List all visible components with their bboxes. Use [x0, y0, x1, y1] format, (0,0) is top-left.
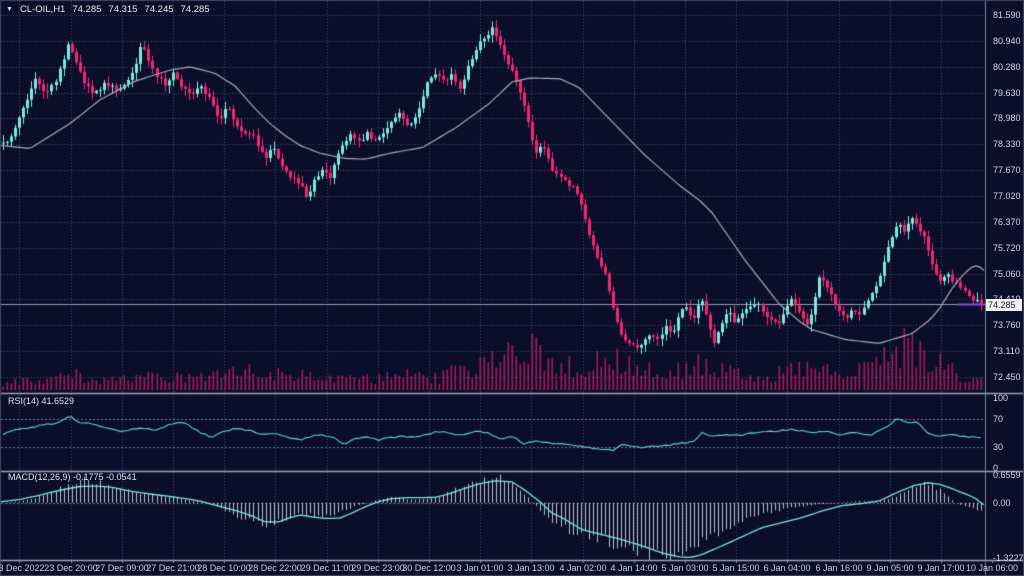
price-axis-label: 77.670 — [993, 165, 1021, 175]
price-axis-label: 75.060 — [993, 269, 1021, 279]
collapse-indicator-icon[interactable]: ▼ — [6, 6, 13, 13]
time-axis-label: 30 Dec 12:00 — [402, 563, 456, 573]
ohlc-high-value: 74.315 — [108, 4, 138, 15]
rsi-axis-label: 30 — [993, 442, 1004, 452]
price-axis-label: 78.330 — [993, 139, 1021, 149]
time-axis-label: 3 Jan 01:00 — [456, 563, 504, 573]
price-axis-label: 79.630 — [993, 88, 1021, 98]
time-axis-label: 28 Dec 22:00 — [248, 563, 302, 573]
price-axis-label: 73.110 — [993, 346, 1020, 356]
ohlc-open-value: 74.285 — [72, 4, 102, 15]
macd-axis-label: 0.00 — [993, 498, 1011, 508]
chart-header: ▼ CL-OIL,H1 74.285 74.315 74.245 74.285 — [6, 4, 210, 15]
ohlc-low-value: 74.245 — [144, 4, 174, 15]
time-axis-label: 29 Dec 11:00 — [300, 563, 354, 573]
price-axis-label: 80.280 — [993, 62, 1021, 72]
time-axis-label: 23 Dec 2022 — [0, 563, 45, 573]
ohlc-close-value: 74.285 — [180, 4, 210, 15]
rsi-axis[interactable]: 100 70 30 0 — [993, 0, 1024, 576]
time-axis-label: 9 Jan 17:00 — [917, 563, 965, 573]
price-axis-label: 78.980 — [993, 113, 1021, 123]
macd-indicator-label: MACD(12,26,9) -0.1775 -0.0541 — [8, 472, 137, 482]
time-axis-label: 23 Dec 20:00 — [44, 563, 98, 573]
price-axis-label: 73.760 — [993, 320, 1021, 330]
time-axis-label: 28 Dec 10:00 — [197, 563, 251, 573]
symbol-period-label: CL-OIL,H1 — [19, 4, 66, 15]
time-axis-label: 27 Dec 09:00 — [95, 563, 149, 573]
current-price-badge: 74.285 — [986, 299, 1022, 311]
time-axis-label: 10 Jan 06:00 — [965, 563, 1019, 573]
time-axis-label: 9 Jan 05:00 — [866, 563, 914, 573]
price-axis-label: 81.590 — [993, 10, 1021, 20]
time-axis-label: 4 Jan 14:00 — [610, 563, 658, 573]
time-axis-label: 6 Jan 04:00 — [763, 563, 811, 573]
price-axis-label: 77.020 — [993, 191, 1021, 201]
rsi-axis-label: 70 — [993, 414, 1004, 424]
time-axis-label: 4 Jan 02:00 — [559, 563, 607, 573]
rsi-axis-label: 100 — [993, 393, 1009, 403]
price-axis-label: 72.450 — [993, 372, 1021, 382]
macd-axis-label: -1.3227 — [993, 553, 1024, 563]
time-axis-label: 5 Jan 03:00 — [661, 563, 709, 573]
time-axis-label: 3 Jan 13:00 — [507, 563, 555, 573]
price-axis-label: 75.720 — [993, 243, 1021, 253]
time-axis-label: 6 Jan 16:00 — [815, 563, 863, 573]
rsi-axis-label: 0 — [993, 463, 999, 473]
macd-axis-label: 0.6559 — [993, 470, 1021, 480]
time-axis-label: 29 Dec 23:00 — [351, 563, 405, 573]
price-axis-label: 80.940 — [993, 36, 1021, 46]
rsi-indicator-label: RSI(14) 41.6529 — [8, 396, 75, 406]
time-axis-label: 5 Jan 15:00 — [712, 563, 760, 573]
time-axis-label: 27 Dec 21:00 — [146, 563, 200, 573]
price-axis-label: 76.370 — [993, 217, 1021, 227]
macd-axis[interactable]: 0.6559 0.00 -1.3227 — [993, 0, 1024, 576]
